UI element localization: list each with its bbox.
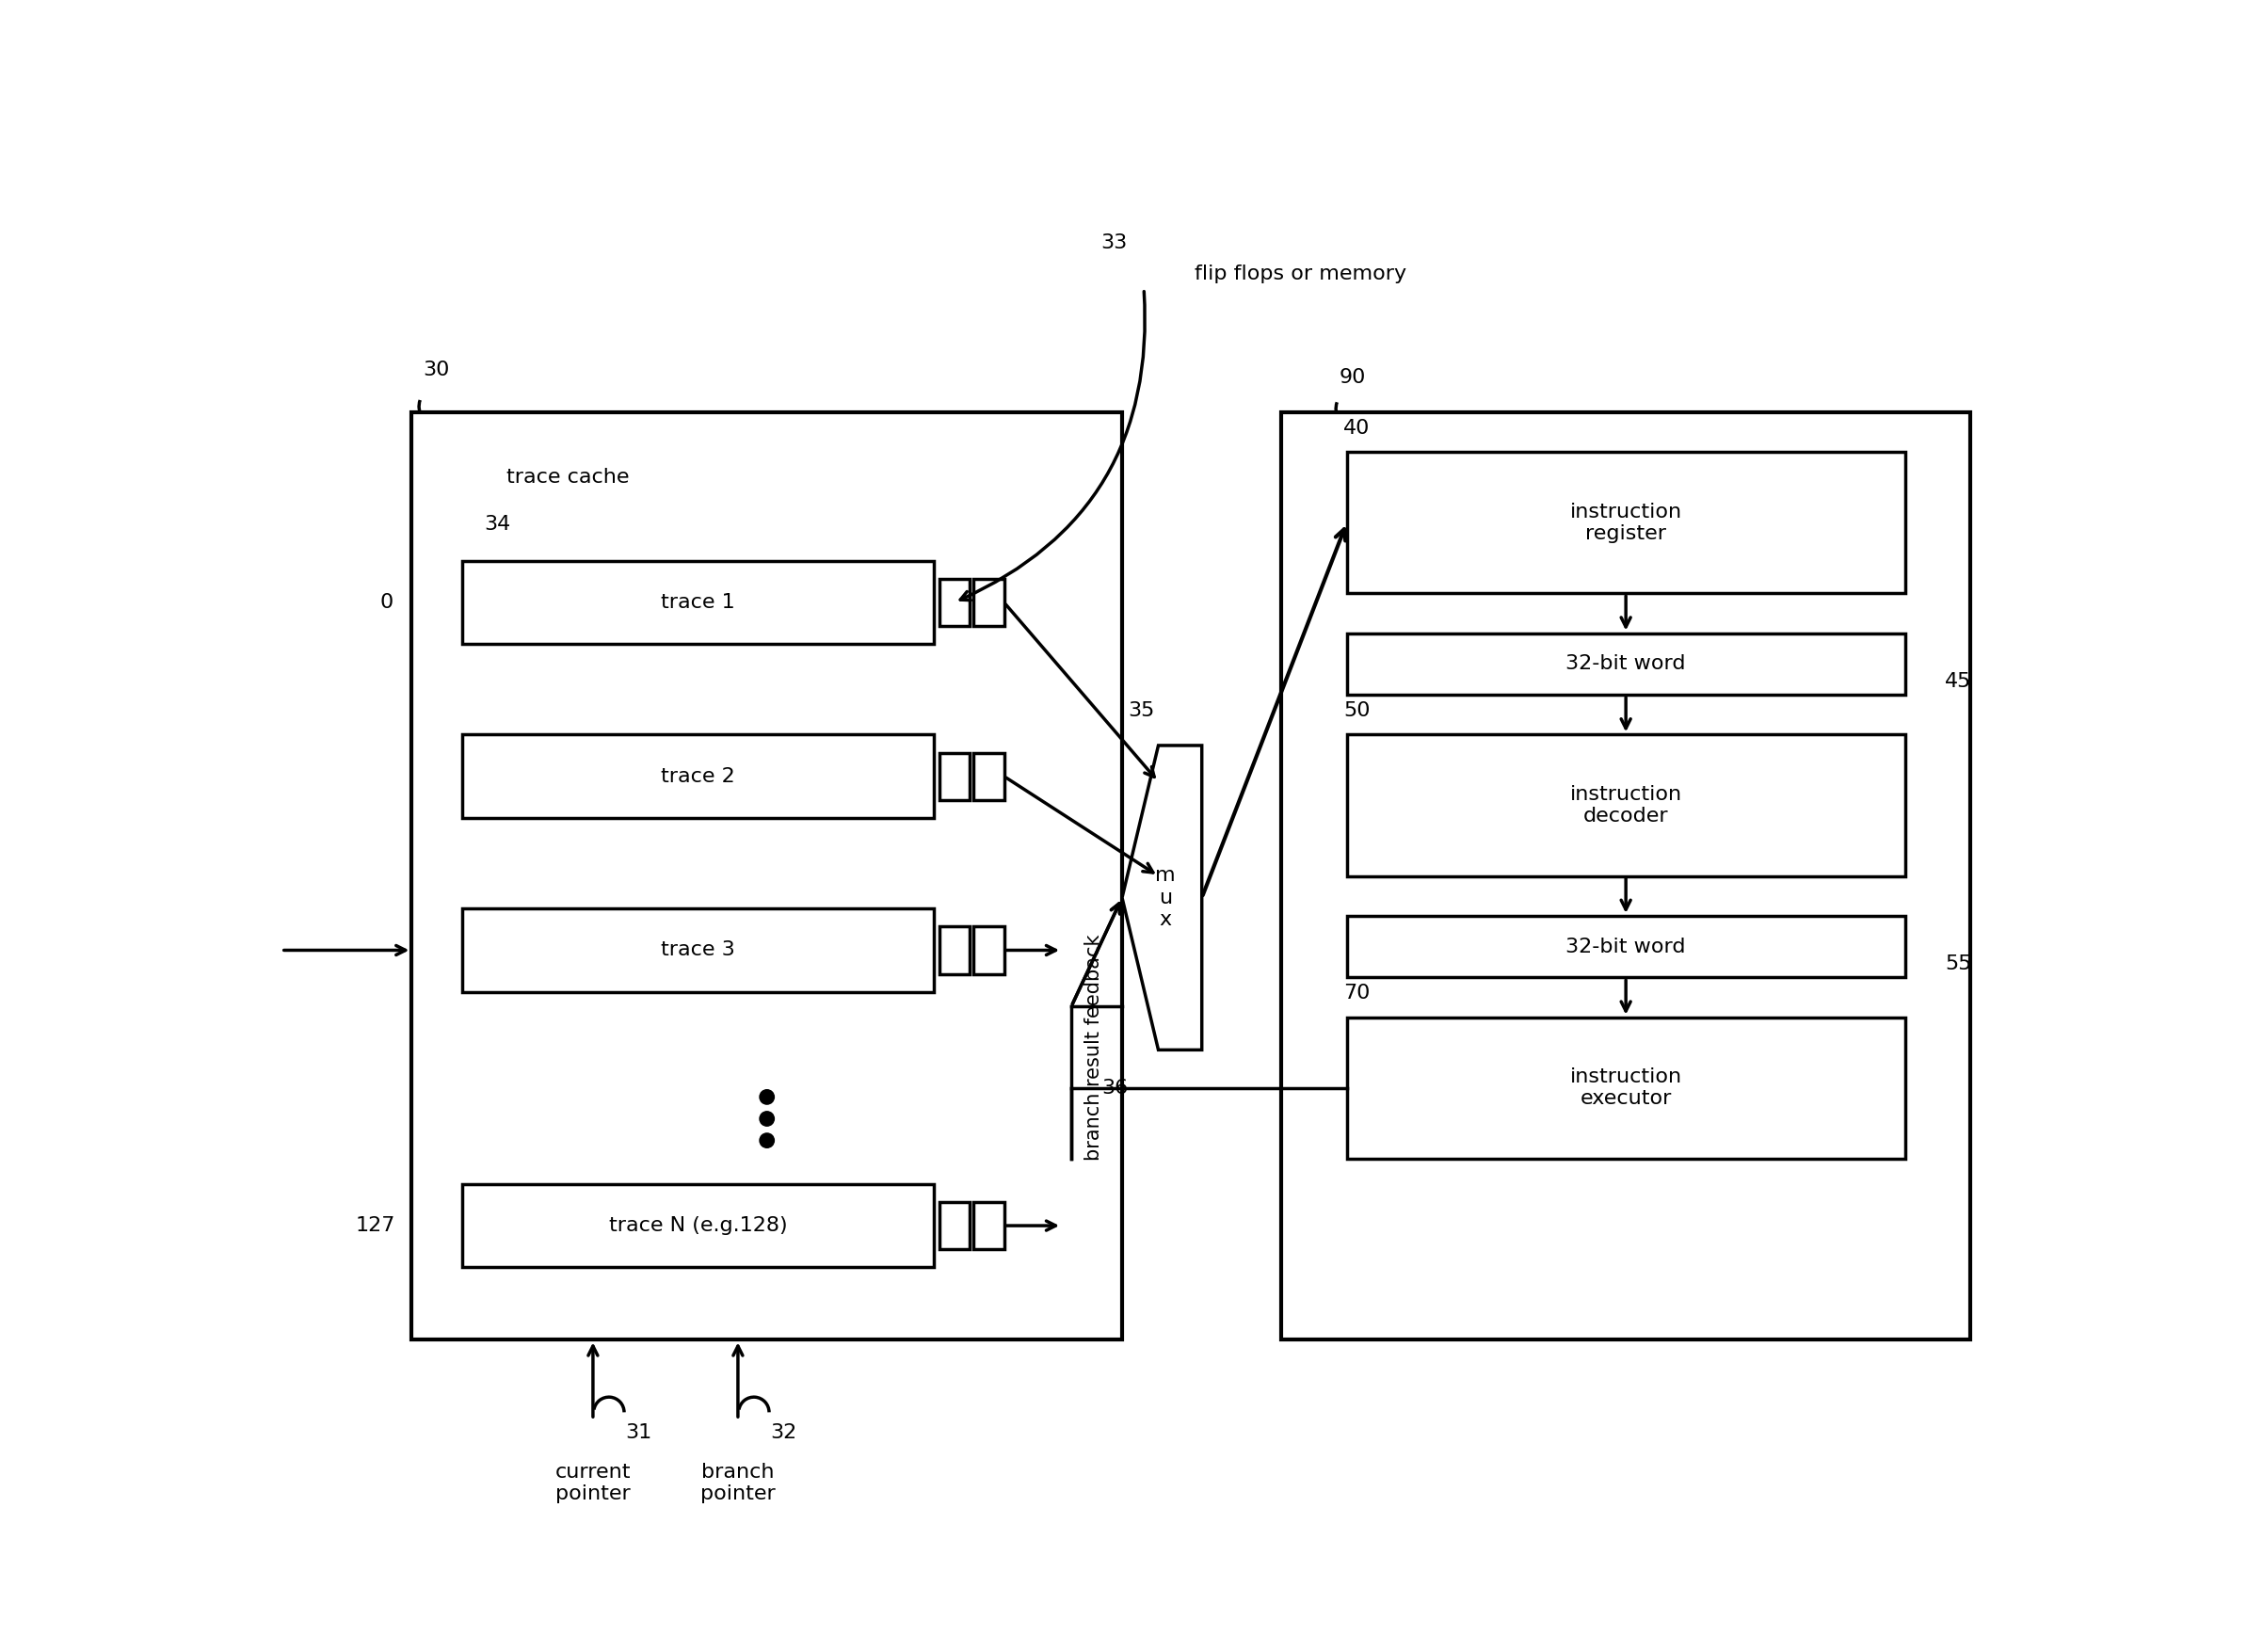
Text: branch result feedback: branch result feedback xyxy=(1084,933,1104,1160)
Text: instruction
executor: instruction executor xyxy=(1571,1067,1681,1108)
Text: 34: 34 xyxy=(484,515,511,534)
Text: current
pointer: current pointer xyxy=(554,1464,631,1503)
Text: 55: 55 xyxy=(1944,955,1971,973)
Bar xyxy=(1346,633,1905,695)
Bar xyxy=(1346,453,1905,593)
Bar xyxy=(1346,915,1905,978)
Text: trace N (e.g.128): trace N (e.g.128) xyxy=(609,1216,788,1236)
Text: instruction
register: instruction register xyxy=(1571,502,1681,544)
Bar xyxy=(462,1184,935,1267)
Bar xyxy=(939,578,971,626)
Bar xyxy=(462,909,935,991)
Text: trace 1: trace 1 xyxy=(661,593,735,611)
Bar xyxy=(939,753,971,800)
Circle shape xyxy=(760,1133,774,1148)
Bar xyxy=(939,927,971,973)
Text: 32-bit word: 32-bit word xyxy=(1566,654,1686,674)
Text: 30: 30 xyxy=(423,360,450,380)
Text: 0: 0 xyxy=(380,593,394,611)
Polygon shape xyxy=(1122,745,1202,1051)
Text: 31: 31 xyxy=(625,1422,652,1442)
Circle shape xyxy=(760,1090,774,1104)
Circle shape xyxy=(760,1112,774,1127)
Text: 127: 127 xyxy=(355,1216,396,1236)
Text: 90: 90 xyxy=(1340,368,1367,387)
Text: instruction
decoder: instruction decoder xyxy=(1571,785,1681,826)
Text: branch
pointer: branch pointer xyxy=(699,1464,776,1503)
Bar xyxy=(462,735,935,818)
Bar xyxy=(939,1203,971,1249)
Bar xyxy=(462,560,935,644)
Text: flip flops or memory: flip flops or memory xyxy=(1195,264,1408,284)
Bar xyxy=(1281,411,1971,1340)
Text: 50: 50 xyxy=(1344,702,1369,720)
Bar xyxy=(1346,735,1905,876)
Bar xyxy=(973,753,1005,800)
Bar xyxy=(412,411,1122,1340)
Text: trace 3: trace 3 xyxy=(661,942,735,960)
Text: 32-bit word: 32-bit word xyxy=(1566,937,1686,957)
Text: trace 2: trace 2 xyxy=(661,767,735,786)
Text: 70: 70 xyxy=(1344,985,1369,1003)
Text: 33: 33 xyxy=(1100,235,1127,253)
Text: 32: 32 xyxy=(769,1422,797,1442)
Bar xyxy=(973,578,1005,626)
Text: 45: 45 xyxy=(1944,672,1971,691)
Bar xyxy=(1346,1018,1905,1158)
Text: m
u
x: m u x xyxy=(1156,866,1177,928)
Text: trace cache: trace cache xyxy=(507,468,629,487)
Bar xyxy=(973,1203,1005,1249)
Text: 40: 40 xyxy=(1344,418,1369,438)
Text: 36: 36 xyxy=(1102,1079,1129,1097)
Bar xyxy=(973,927,1005,973)
Text: 35: 35 xyxy=(1127,702,1154,720)
